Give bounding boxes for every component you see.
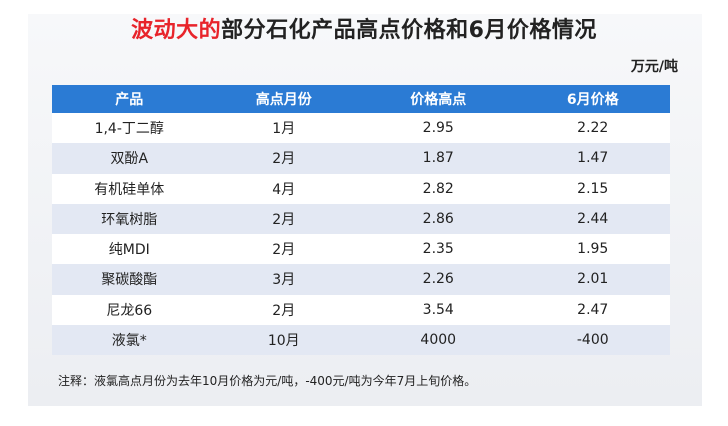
footnote: 注释：液氯高点月份为去年10月价格为元/吨，-400元/吨为今年7月上旬价格。	[58, 374, 477, 388]
cell-product: 尼龙66	[52, 294, 207, 325]
cell-product: 液氯*	[52, 324, 207, 355]
table-row: 液氯* 10月 4000 -400	[52, 324, 670, 355]
cell-product: 纯MDI	[52, 234, 207, 265]
column-header-june-price: 6月价格	[515, 85, 670, 113]
cell-peak-month: 2月	[206, 143, 361, 174]
table-row: 尼龙66 2月 3.54 2.47	[52, 294, 670, 325]
cell-june-price: 2.44	[515, 203, 670, 234]
cell-product: 双酚A	[52, 143, 207, 174]
chart-title: 波动大的部分石化产品高点价格和6月价格情况	[0, 12, 728, 44]
cell-peak-price: 2.82	[361, 173, 516, 204]
table-row: 有机硅单体 4月 2.82 2.15	[52, 173, 670, 204]
cell-peak-month: 4月	[206, 173, 361, 204]
cell-peak-month: 1月	[206, 113, 361, 144]
cell-peak-month: 2月	[206, 203, 361, 234]
title-highlight: 波动大的	[131, 18, 222, 43]
column-header-peak-price: 价格高点	[361, 85, 516, 113]
table-row: 双酚A 2月 1.87 1.47	[52, 143, 670, 174]
cell-product: 聚碳酸酯	[52, 264, 207, 295]
cell-june-price: 1.95	[515, 234, 670, 265]
cell-peak-month: 3月	[206, 264, 361, 295]
cell-peak-price: 1.87	[361, 143, 516, 174]
cell-peak-price: 2.95	[361, 113, 516, 144]
column-header-product: 产品	[52, 85, 207, 113]
title-rest: 部分石化产品高点价格和6月价格情况	[221, 18, 597, 43]
cell-product: 有机硅单体	[52, 173, 207, 204]
cell-june-price: 2.47	[515, 294, 670, 325]
cell-peak-month: 10月	[206, 324, 361, 355]
cell-june-price: -400	[515, 324, 670, 355]
column-header-peak-month: 高点月份	[206, 85, 361, 113]
price-table: 产品 高点月份 价格高点 6月价格 1,4-丁二醇 1月 2.95 2.22 双酚A 2月…	[52, 85, 670, 355]
cell-june-price: 2.22	[515, 113, 670, 144]
cell-product: 环氧树脂	[52, 203, 207, 234]
table-row: 环氧树脂 2月 2.86 2.44	[52, 203, 670, 234]
table-row: 纯MDI 2月 2.35 1.95	[52, 234, 670, 265]
cell-june-price: 2.01	[515, 264, 670, 295]
table-row: 1,4-丁二醇 1月 2.95 2.22	[52, 113, 670, 144]
cell-peak-month: 2月	[206, 294, 361, 325]
cell-peak-price: 4000	[361, 324, 516, 355]
unit-label: 万元/吨	[630, 59, 678, 75]
table-row: 聚碳酸酯 3月 2.26 2.01	[52, 264, 670, 295]
cell-peak-price: 2.35	[361, 234, 516, 265]
cell-june-price: 2.15	[515, 173, 670, 204]
cell-product: 1,4-丁二醇	[52, 113, 207, 144]
table-header-row: 产品 高点月份 价格高点 6月价格	[52, 85, 670, 113]
cell-peak-price: 2.86	[361, 203, 516, 234]
cell-peak-price: 3.54	[361, 294, 516, 325]
cell-june-price: 1.47	[515, 143, 670, 174]
table-body: 1,4-丁二醇 1月 2.95 2.22 双酚A 2月 1.87 1.47 有机硅单体 4月 2.8…	[52, 113, 670, 355]
cell-peak-month: 2月	[206, 234, 361, 265]
cell-peak-price: 2.26	[361, 264, 516, 295]
